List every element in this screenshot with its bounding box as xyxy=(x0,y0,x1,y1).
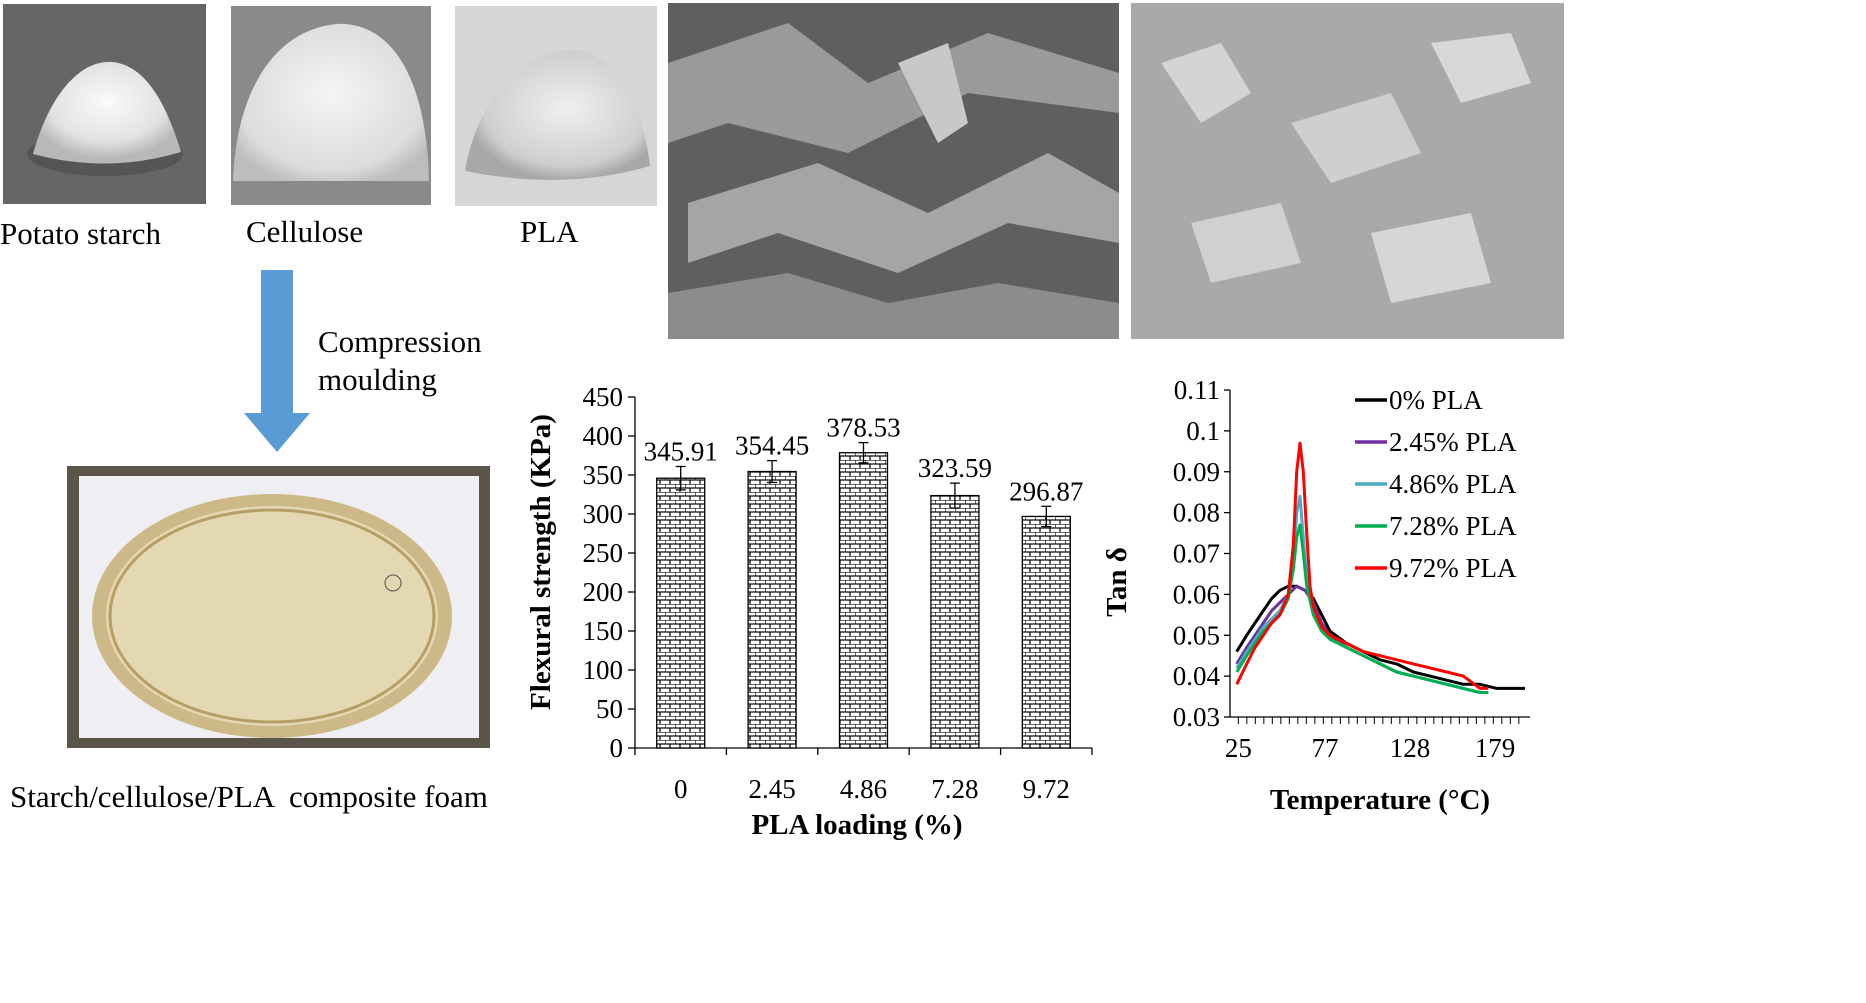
legend-label: 9.72% PLA xyxy=(1389,553,1517,583)
line-x-tick-label: 77 xyxy=(1312,733,1339,763)
bar-y-tick-label: 300 xyxy=(583,499,624,529)
legend-label: 2.45% PLA xyxy=(1389,427,1517,457)
line-y-tick-label: 0.07 xyxy=(1173,539,1220,569)
bar-y-tick-label: 450 xyxy=(583,382,624,412)
process-line-1: Compression xyxy=(318,324,482,359)
line-series xyxy=(1235,441,1489,690)
line-y-tick-label: 0.05 xyxy=(1173,620,1220,650)
line-y-tick-label: 0.03 xyxy=(1173,702,1220,732)
legend-label: 7.28% PLA xyxy=(1389,511,1517,541)
line-y-tick-label: 0.04 xyxy=(1173,661,1221,691)
foam-plate-icon xyxy=(67,466,490,748)
bar xyxy=(1021,515,1071,749)
sem-surface-micrograph-icon xyxy=(1131,3,1564,339)
potato-starch-label: Potato starch xyxy=(0,216,161,251)
line-series xyxy=(1235,584,1525,690)
bar-y-tick-label: 400 xyxy=(583,421,624,451)
bar-x-tick-label: 2.45 xyxy=(748,774,795,804)
bar-x-tick-label: 7.28 xyxy=(931,774,978,804)
line-x-tick-label: 25 xyxy=(1225,733,1252,763)
bar-y-tick-label: 350 xyxy=(583,460,624,490)
composite-foam-photo xyxy=(67,466,490,748)
line-chart-xlabel: Temperature (°C) xyxy=(1270,784,1490,816)
sem-fibrous-micrograph-icon xyxy=(668,3,1119,339)
bar-value-label: 378.53 xyxy=(826,413,900,443)
legend-label: 0% PLA xyxy=(1389,385,1483,415)
line-x-tick-label: 179 xyxy=(1475,733,1516,763)
bar-chart-xlabel: PLA loading (%) xyxy=(751,809,962,841)
pla-powder-icon xyxy=(455,6,657,206)
bar-value-label: 296.87 xyxy=(1009,476,1083,506)
cellulose-photo xyxy=(231,6,431,205)
line-y-tick-label: 0.11 xyxy=(1174,375,1220,405)
pla-label: PLA xyxy=(520,214,579,249)
bar xyxy=(656,477,706,749)
bar xyxy=(838,452,889,749)
potato-starch-photo xyxy=(3,4,206,204)
bar-y-tick-label: 150 xyxy=(583,616,624,646)
flexural-strength-bar-chart: Flexural strength (KPa) PLA loading (%) … xyxy=(525,382,1093,841)
bar-value-label: 345.91 xyxy=(644,436,718,466)
bar-y-tick-label: 200 xyxy=(583,577,624,607)
bar-chart-ylabel: Flexural strength (KPa) xyxy=(525,414,557,710)
bar-y-tick-label: 100 xyxy=(583,655,624,685)
legend-label: 4.86% PLA xyxy=(1389,469,1517,499)
line-y-tick-label: 0.09 xyxy=(1173,457,1220,487)
bar xyxy=(930,494,980,749)
composite-foam-label: Starch/cellulose/PLA composite foam xyxy=(10,779,488,814)
line-chart-ylabel: Tan δ xyxy=(1101,547,1133,617)
line-series xyxy=(1235,584,1489,694)
bar-value-label: 354.45 xyxy=(735,431,809,461)
bar-y-tick-label: 50 xyxy=(596,694,623,724)
line-y-tick-label: 0.06 xyxy=(1173,579,1220,609)
potato-starch-powder-icon xyxy=(3,4,206,204)
bar-x-tick-label: 9.72 xyxy=(1023,774,1070,804)
line-y-tick-label: 0.08 xyxy=(1173,498,1220,528)
bar-value-label: 323.59 xyxy=(918,453,992,483)
bar-y-tick-label: 250 xyxy=(583,538,624,568)
down-arrow-icon xyxy=(244,270,310,452)
bar-x-tick-label: 4.86 xyxy=(840,774,887,804)
tan-delta-line-chart: Tan δ Temperature (°C) 0.03 0.04 0.05 0.06 0… xyxy=(1101,375,1530,816)
line-y-tick-label: 0.1 xyxy=(1186,416,1220,446)
sem-image-right xyxy=(1131,3,1564,339)
sem-image-left xyxy=(668,3,1119,339)
process-line-2: moulding xyxy=(318,362,437,397)
bar xyxy=(747,470,797,749)
cellulose-label: Cellulose xyxy=(246,214,364,249)
pla-photo xyxy=(455,6,657,206)
line-x-tick-label: 128 xyxy=(1390,733,1431,763)
cellulose-powder-icon xyxy=(231,6,431,205)
bar-y-tick-label: 0 xyxy=(610,733,624,763)
bar-x-tick-label: 0 xyxy=(674,774,688,804)
